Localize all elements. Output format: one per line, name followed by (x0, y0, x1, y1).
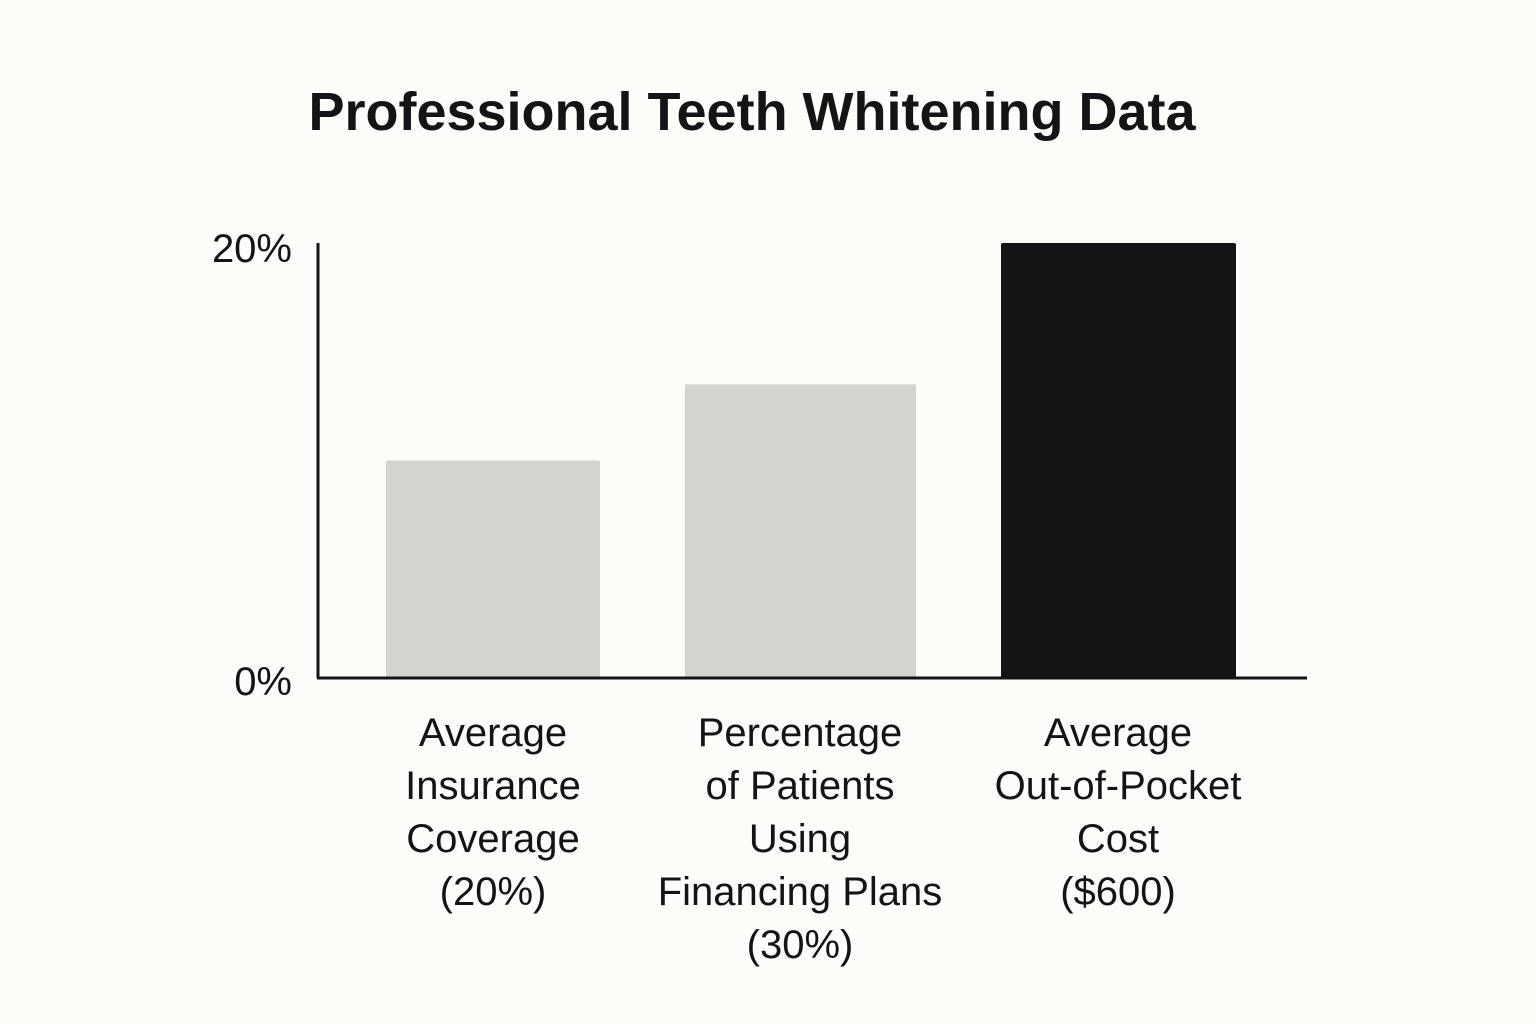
category-label-line: of Patients (705, 764, 894, 808)
category-label-line: Out-of-Pocket (995, 764, 1242, 808)
category-label-2: Percentage of Patients Using Financing Plan… (658, 711, 943, 967)
category-label-line: ($600) (1060, 870, 1176, 914)
category-label-line: Percentage (698, 711, 903, 755)
category-label-line: Insurance (405, 764, 581, 808)
bar-3 (1001, 243, 1236, 678)
category-label-line: Average (1044, 711, 1192, 755)
y-tick-min: 0% (234, 660, 292, 704)
category-label-line: (20%) (440, 870, 547, 914)
category-label-line: Financing Plans (658, 870, 943, 914)
category-label-line: Cost (1077, 817, 1159, 861)
category-label-line: Average (419, 711, 567, 755)
category-labels: Average Insurance Coverage (20%) Percentage o… (405, 711, 1241, 967)
category-label-line: Coverage (406, 817, 579, 861)
bar-2 (685, 384, 916, 678)
category-label-line: Using (749, 817, 851, 861)
category-label-3: Average Out-of-Pocket Cost ($600) (995, 711, 1242, 914)
category-label-line: (30%) (747, 923, 854, 967)
chart-title: Professional Teeth Whitening Data (308, 82, 1196, 142)
bars-group (386, 243, 1236, 678)
bar-1 (386, 460, 600, 678)
category-label-1: Average Insurance Coverage (20%) (405, 711, 581, 914)
y-tick-max: 20% (212, 227, 292, 271)
